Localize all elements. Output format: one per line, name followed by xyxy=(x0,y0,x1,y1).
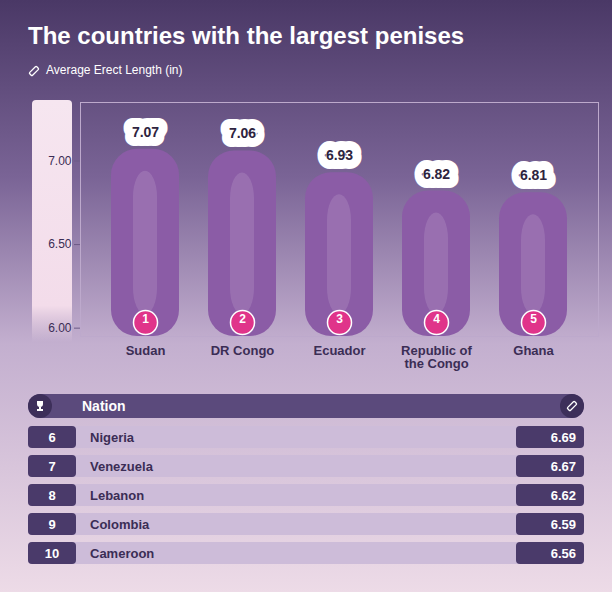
svg-text:Sudan: Sudan xyxy=(126,343,166,358)
html-text:6.62: 6.62 xyxy=(550,487,576,503)
svg-text:DR Congo: DR Congo xyxy=(211,343,275,358)
svg-text:6.00: 6.00 xyxy=(48,321,72,335)
svg-text:7.00: 7.00 xyxy=(48,154,72,168)
svg-text:3: 3 xyxy=(336,312,343,326)
svg-text:6.93: 6.93 xyxy=(326,147,353,163)
html-text:6: 6 xyxy=(48,429,56,445)
html-text:The countries with the largest: The countries with the largest penises xyxy=(28,22,465,49)
html-text:6.69: 6.69 xyxy=(550,429,576,445)
svg-text:6.82: 6.82 xyxy=(423,166,450,182)
svg-text:Ecuador: Ecuador xyxy=(313,343,365,358)
svg-text:1: 1 xyxy=(142,312,149,326)
html-text:Average Erect Length (in): Average Erect Length (in) xyxy=(46,63,183,77)
html-text:6.59: 6.59 xyxy=(550,516,576,532)
svg-text:7.07: 7.07 xyxy=(132,124,159,140)
html-text:10: 10 xyxy=(44,545,60,561)
html-text:Venezuela: Venezuela xyxy=(90,458,153,474)
svg-text:5: 5 xyxy=(530,312,537,326)
html-text:Nation: Nation xyxy=(82,398,126,414)
html-text:7: 7 xyxy=(48,458,56,474)
html-text:Colombia: Colombia xyxy=(90,516,150,532)
svg-text:Republic ofthe Congo: Republic ofthe Congo xyxy=(401,343,472,371)
svg-text:6.50: 6.50 xyxy=(48,237,72,251)
svg-text:4: 4 xyxy=(433,312,440,326)
html-text:Cameroon: Cameroon xyxy=(90,545,155,561)
svg-text:Ghana: Ghana xyxy=(513,343,554,358)
html-text:6.56: 6.56 xyxy=(550,545,576,561)
html-text:6.67: 6.67 xyxy=(550,458,576,474)
html-text:Nigeria: Nigeria xyxy=(90,429,135,445)
svg-text:6.81: 6.81 xyxy=(520,167,547,183)
svg-text:7.06: 7.06 xyxy=(229,125,256,141)
svg-text:2: 2 xyxy=(239,312,246,326)
html-text:9: 9 xyxy=(48,516,56,532)
html-text:8: 8 xyxy=(48,487,56,503)
html-text:Lebanon: Lebanon xyxy=(90,487,145,503)
